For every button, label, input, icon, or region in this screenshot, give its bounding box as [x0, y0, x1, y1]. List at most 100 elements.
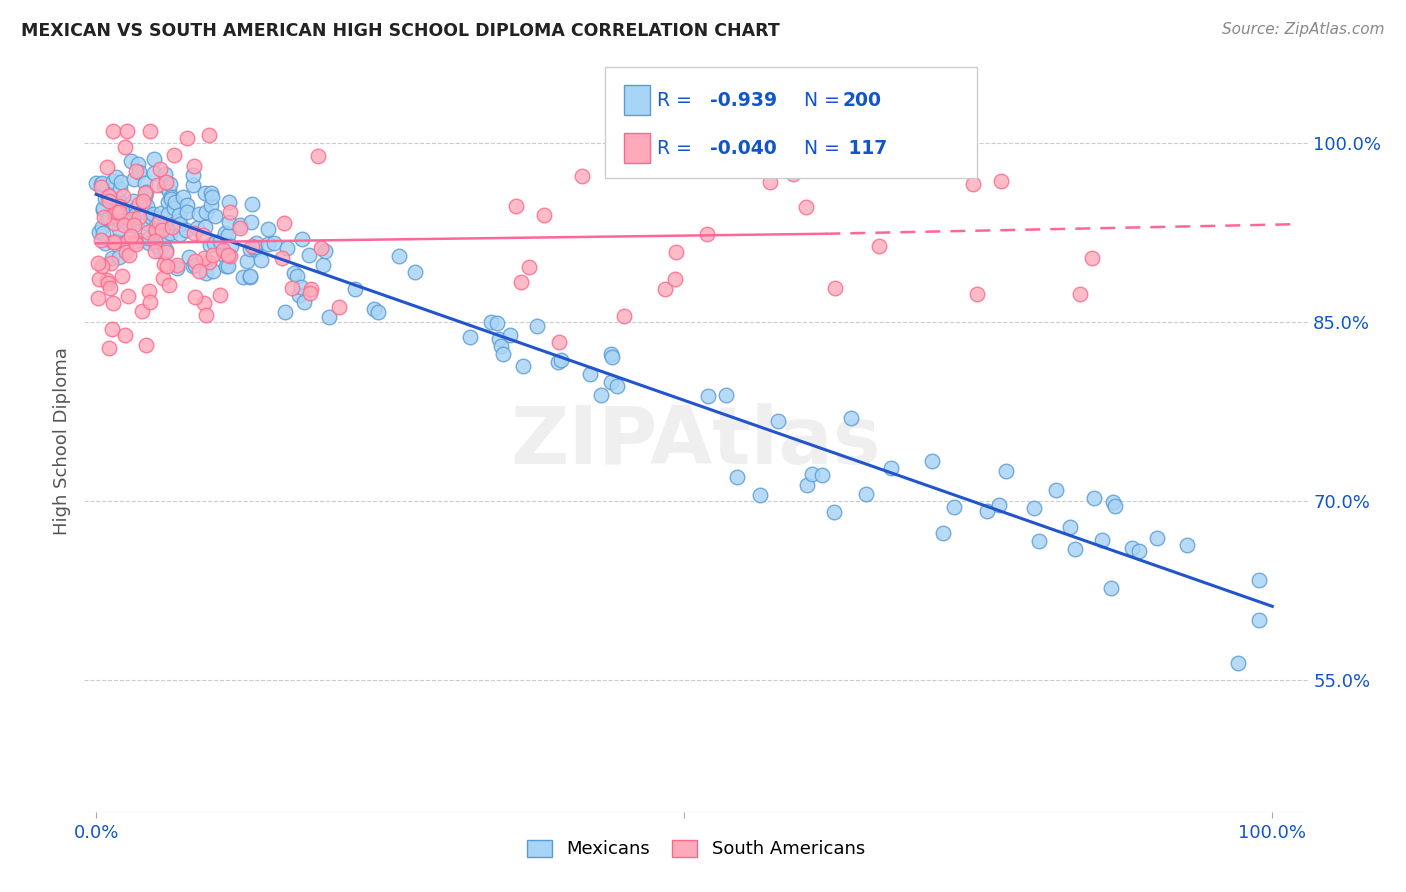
Point: [533, 208, 555, 222]
Point: [217, 228, 239, 243]
Point: [664, 272, 686, 286]
Point: [104, 170, 127, 185]
Point: [208, 288, 231, 302]
Point: [238, 242, 260, 256]
Point: [93, 210, 115, 224]
Point: [91, 226, 114, 240]
Point: [108, 222, 131, 236]
Point: [115, 235, 138, 249]
Point: [90, 176, 112, 190]
Point: [153, 167, 176, 181]
Point: [94, 191, 117, 205]
Point: [86, 176, 108, 190]
Point: [181, 178, 204, 193]
Point: [105, 199, 128, 213]
Point: [145, 244, 167, 259]
Point: [103, 235, 125, 249]
Point: [148, 238, 170, 252]
Point: [1099, 581, 1122, 595]
Point: [90, 259, 112, 273]
Point: [105, 235, 128, 249]
Point: [107, 205, 129, 219]
Point: [155, 243, 177, 257]
Point: [184, 258, 207, 272]
Point: [1175, 538, 1198, 552]
Point: [152, 237, 174, 252]
Point: [131, 304, 153, 318]
Point: [176, 130, 198, 145]
Text: 117: 117: [842, 139, 887, 158]
Point: [215, 259, 238, 273]
Point: [129, 234, 152, 248]
Point: [93, 235, 115, 250]
Point: [526, 318, 548, 333]
Point: [294, 294, 316, 309]
Point: [202, 264, 225, 278]
Point: [311, 241, 333, 255]
Point: [110, 175, 132, 189]
Point: [1069, 286, 1091, 301]
Point: [510, 275, 533, 289]
Point: [186, 220, 208, 235]
Point: [943, 500, 966, 515]
Point: [204, 209, 226, 223]
Point: [98, 281, 121, 295]
Point: [108, 182, 131, 196]
Point: [90, 180, 112, 194]
Point: [811, 468, 834, 483]
Point: [104, 205, 127, 219]
Point: [135, 204, 157, 219]
Point: [665, 245, 688, 260]
Point: [343, 282, 366, 296]
Point: [146, 238, 169, 252]
Point: [239, 269, 262, 284]
Point: [194, 266, 217, 280]
Point: [128, 196, 150, 211]
Point: [165, 195, 187, 210]
Point: [193, 227, 215, 242]
Legend: Mexicans, South Americans: Mexicans, South Americans: [520, 832, 872, 865]
Point: [194, 219, 217, 234]
Point: [202, 248, 225, 262]
Point: [1022, 500, 1045, 515]
Point: [571, 169, 593, 183]
Point: [145, 178, 167, 192]
Point: [1091, 533, 1114, 547]
Point: [172, 190, 194, 204]
Point: [824, 281, 846, 295]
Point: [758, 175, 780, 189]
Point: [183, 159, 205, 173]
Point: [239, 270, 262, 285]
Point: [142, 153, 165, 167]
Point: [166, 260, 188, 275]
Point: [97, 211, 120, 225]
Point: [276, 241, 298, 255]
Point: [299, 285, 322, 300]
Point: [748, 488, 770, 502]
Point: [1028, 534, 1050, 549]
Point: [160, 220, 183, 235]
Point: [194, 186, 217, 201]
Point: [976, 504, 998, 518]
Text: N =: N =: [804, 91, 841, 110]
Point: [236, 254, 259, 268]
Point: [111, 268, 134, 283]
Point: [112, 218, 135, 232]
Point: [512, 359, 534, 373]
Point: [156, 207, 179, 221]
Point: [217, 248, 239, 262]
Point: [174, 223, 197, 237]
Point: [256, 236, 278, 251]
Point: [135, 338, 157, 352]
Point: [240, 215, 263, 229]
Point: [143, 224, 166, 238]
Point: [801, 467, 824, 482]
Point: [782, 167, 804, 181]
Point: [138, 231, 160, 245]
Point: [548, 335, 571, 350]
Point: [97, 341, 120, 355]
Point: [794, 200, 817, 214]
Text: R =: R =: [657, 91, 692, 110]
Point: [995, 464, 1018, 478]
Point: [388, 249, 411, 263]
